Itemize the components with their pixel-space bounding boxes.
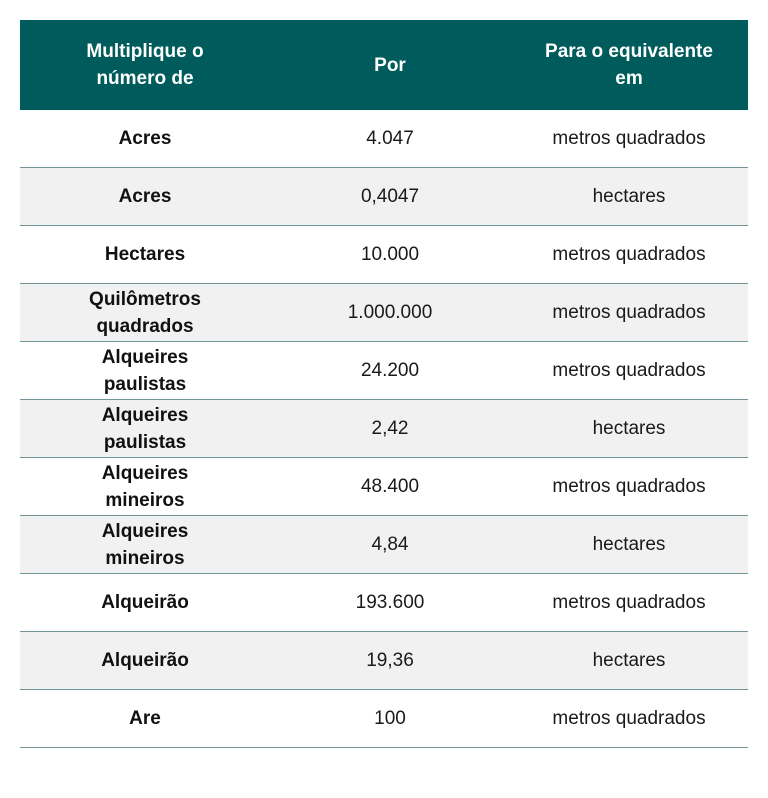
header-cell: Multiplique o número de	[20, 20, 270, 110]
header-text: Por	[374, 54, 406, 76]
table-cell: metros quadrados	[510, 573, 748, 632]
table-cell: Alqueires mineiros	[20, 457, 270, 516]
table-cell: metros quadrados	[510, 341, 748, 400]
table-cell: 4,84	[270, 515, 510, 574]
cell-text: 48.400	[360, 476, 420, 497]
table-row: Quilômetros quadrados 1.000.000 metros qua…	[20, 283, 748, 342]
cell-text: 10.000	[360, 244, 420, 265]
table-cell: Quilômetros quadrados	[20, 283, 270, 342]
cell-text: metros quadrados	[552, 592, 706, 613]
cell-text: Alqueires paulistas	[101, 346, 189, 395]
cell-text: Alqueirão	[101, 650, 189, 671]
table-row: Alqueirão 19,36 hectares	[20, 631, 748, 690]
cell-text: 4,84	[371, 534, 409, 555]
table-row: Are 100 metros quadrados	[20, 689, 748, 748]
header-cell: Para o equivalente em	[510, 20, 748, 110]
cell-text: 100	[374, 708, 406, 729]
table-row: Acres 4.047 metros quadrados	[20, 110, 748, 168]
cell-text: Alqueires paulistas	[101, 404, 189, 453]
table-row: Alqueires paulistas 2,42 hectares	[20, 399, 748, 458]
conversion-table: Multiplique o número de Por Para o equiv…	[20, 20, 748, 748]
table-cell: metros quadrados	[510, 110, 748, 168]
cell-text: metros quadrados	[552, 360, 706, 381]
table-cell: Alqueires paulistas	[20, 341, 270, 400]
table-row: Hectares 10.000 metros quadrados	[20, 225, 748, 284]
table-cell: 48.400	[270, 457, 510, 516]
table-cell: Alqueires mineiros	[20, 515, 270, 574]
table-cell: Alqueirão	[20, 631, 270, 690]
cell-text: metros quadrados	[552, 476, 706, 497]
cell-text: Alqueirão	[101, 592, 189, 613]
cell-text: Acres	[118, 128, 172, 149]
cell-text: 24.200	[360, 360, 420, 381]
header-cell: Por	[270, 20, 510, 110]
cell-text: Hectares	[104, 244, 186, 265]
header-row: Multiplique o número de Por Para o equiv…	[20, 20, 748, 110]
table-cell: 10.000	[270, 225, 510, 284]
cell-text: 193.600	[355, 592, 425, 613]
table-header: Multiplique o número de Por Para o equiv…	[20, 20, 748, 110]
table-cell: Acres	[20, 167, 270, 226]
table-row: Acres 0,4047 hectares	[20, 167, 748, 226]
table-cell: 0,4047	[270, 167, 510, 226]
cell-text: Alqueires mineiros	[101, 520, 189, 569]
table-cell: hectares	[510, 631, 748, 690]
cell-text: Quilômetros quadrados	[89, 288, 201, 337]
cell-text: Are	[129, 708, 161, 729]
cell-text: metros quadrados	[552, 302, 706, 323]
cell-text: 2,42	[371, 418, 409, 439]
cell-text: 1.000.000	[347, 302, 433, 323]
header-text: Para o equivalente em	[545, 41, 713, 89]
table-cell: hectares	[510, 399, 748, 458]
table-row: Alqueires mineiros 4,84 hectares	[20, 515, 748, 574]
table-body: Acres 4.047 metros quadrados Acres 0,4047 hec…	[20, 110, 748, 748]
header-text: Multiplique o número de	[86, 41, 204, 89]
table-row: Alqueires paulistas 24.200 metros quadrado…	[20, 341, 748, 400]
table-cell: metros quadrados	[510, 283, 748, 342]
table-row: Alqueires mineiros 48.400 metros quadrados	[20, 457, 748, 516]
table-cell: metros quadrados	[510, 225, 748, 284]
cell-text: hectares	[592, 650, 666, 671]
table-cell: Alqueires paulistas	[20, 399, 270, 458]
table-row: Alqueirão 193.600 metros quadrados	[20, 573, 748, 632]
cell-text: hectares	[592, 418, 666, 439]
table-cell: Hectares	[20, 225, 270, 284]
table-cell: metros quadrados	[510, 689, 748, 748]
table-cell: 193.600	[270, 573, 510, 632]
table-cell: 2,42	[270, 399, 510, 458]
cell-text: Alqueires mineiros	[101, 462, 189, 511]
cell-text: 4.047	[366, 128, 414, 149]
table-cell: metros quadrados	[510, 457, 748, 516]
cell-text: 19,36	[366, 650, 414, 671]
table-cell: hectares	[510, 167, 748, 226]
table-cell: 24.200	[270, 341, 510, 400]
table-cell: Acres	[20, 110, 270, 168]
table-cell: Alqueirão	[20, 573, 270, 632]
table-cell: hectares	[510, 515, 748, 574]
table-cell: 100	[270, 689, 510, 748]
table-cell: 1.000.000	[270, 283, 510, 342]
cell-text: hectares	[592, 534, 666, 555]
cell-text: hectares	[592, 186, 666, 207]
table-cell: 4.047	[270, 110, 510, 168]
table-cell: 19,36	[270, 631, 510, 690]
cell-text: 0,4047	[360, 186, 420, 207]
cell-text: metros quadrados	[552, 708, 706, 729]
cell-text: metros quadrados	[552, 128, 706, 149]
cell-text: Acres	[118, 186, 172, 207]
cell-text: metros quadrados	[552, 244, 706, 265]
table-cell: Are	[20, 689, 270, 748]
